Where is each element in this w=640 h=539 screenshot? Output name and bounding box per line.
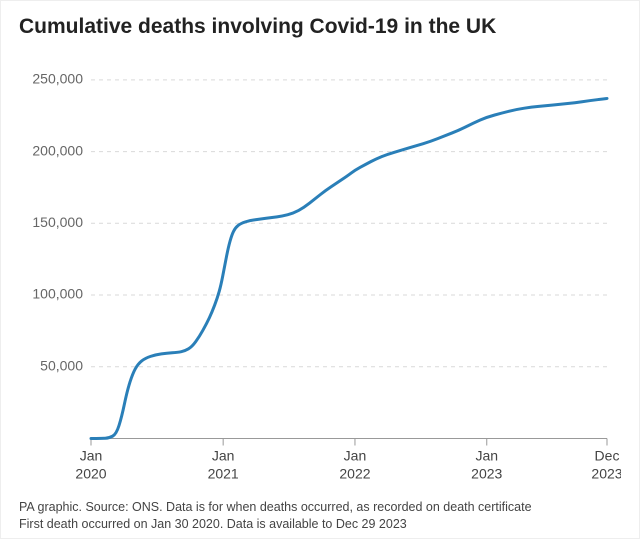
line-chart-svg: 50,000 100,000 150,000 200,000 250,000 Jan 202… bbox=[19, 45, 621, 493]
y-tick-label: 100,000 bbox=[32, 286, 83, 302]
x-tick-label-bottom: 2023 bbox=[591, 466, 621, 482]
x-tick-label-bottom: 2022 bbox=[339, 466, 370, 482]
y-tick-label: 50,000 bbox=[40, 357, 83, 373]
data-line bbox=[91, 98, 607, 438]
chart-area: 50,000 100,000 150,000 200,000 250,000 Jan 202… bbox=[19, 45, 621, 493]
y-tick-label: 150,000 bbox=[32, 214, 83, 230]
x-tick-label-top: Jan bbox=[475, 448, 498, 464]
x-tick-label-bottom: 2020 bbox=[75, 466, 106, 482]
footer-line-2: First death occurred on Jan 30 2020. Dat… bbox=[19, 516, 621, 533]
chart-footer: PA graphic. Source: ONS. Data is for whe… bbox=[19, 499, 621, 533]
x-tick-label-top: Jan bbox=[212, 448, 235, 464]
x-tick-label-bottom: 2021 bbox=[208, 466, 239, 482]
x-tick-label-top: Jan bbox=[344, 448, 367, 464]
x-tick-label-top: Jan bbox=[80, 448, 103, 464]
footer-line-1: PA graphic. Source: ONS. Data is for whe… bbox=[19, 499, 621, 516]
chart-title: Cumulative deaths involving Covid-19 in … bbox=[19, 15, 621, 39]
x-tick-label-top: Dec bbox=[595, 448, 620, 464]
y-tick-label: 250,000 bbox=[32, 71, 83, 87]
y-tick-label: 200,000 bbox=[32, 142, 83, 158]
x-tick-label-bottom: 2023 bbox=[471, 466, 502, 482]
